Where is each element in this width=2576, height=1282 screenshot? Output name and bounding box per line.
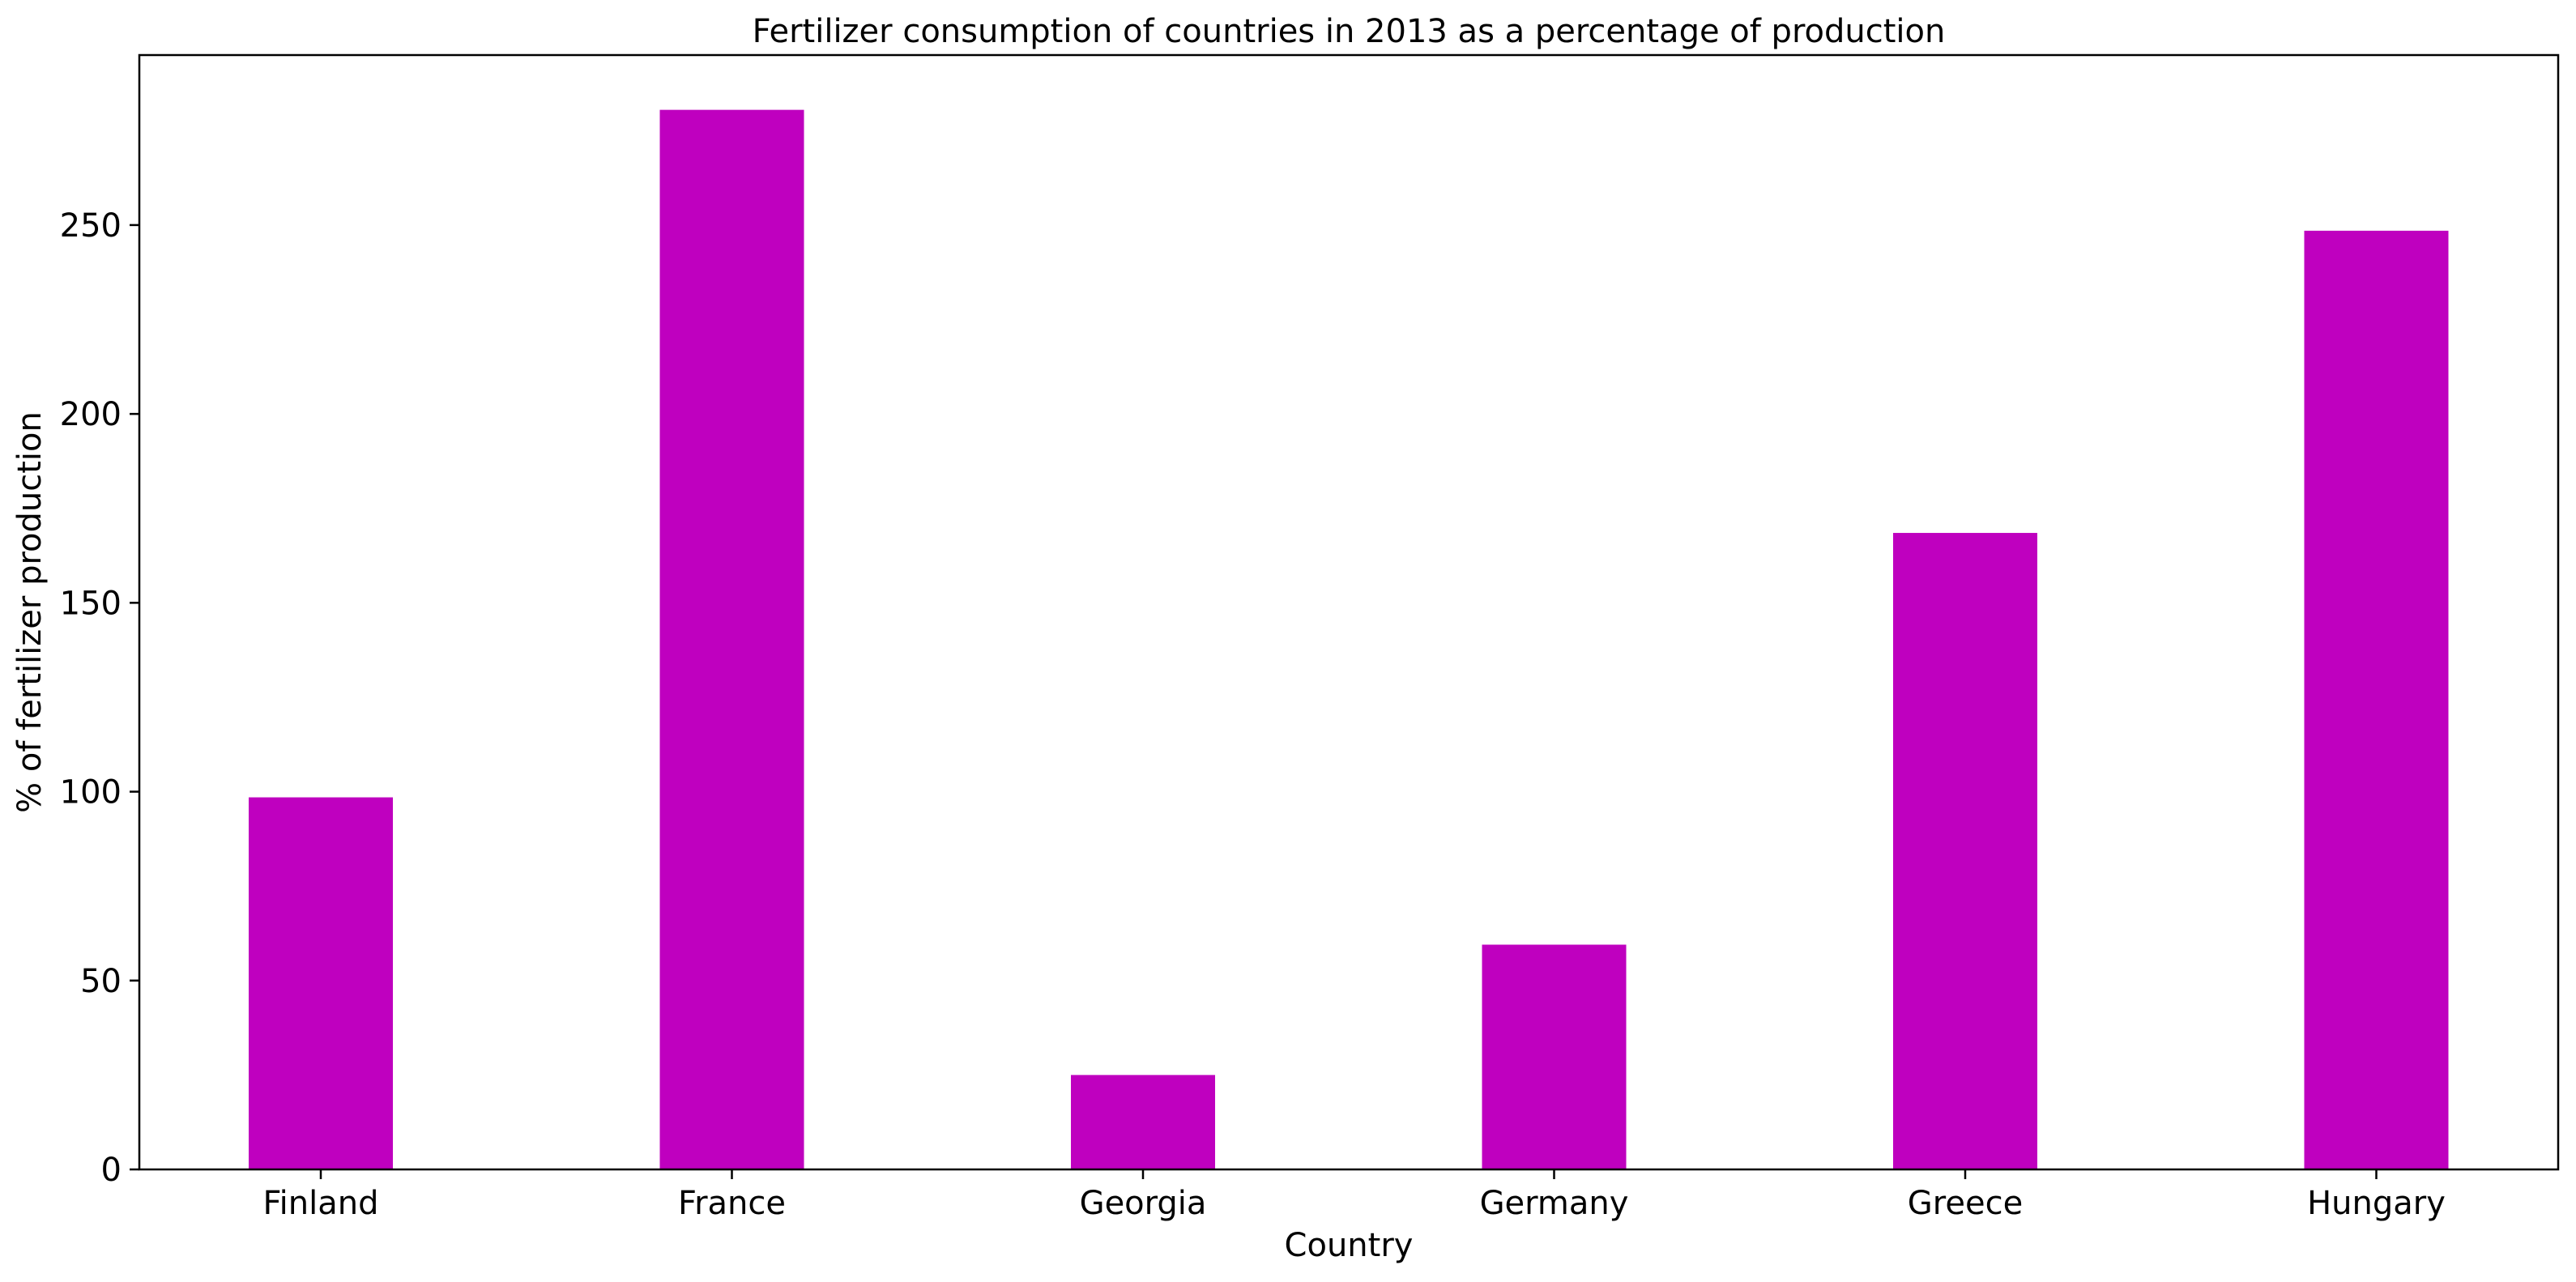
y-tick-label-0: 0 (101, 1152, 122, 1189)
bar-georgia (1071, 1075, 1215, 1169)
x-tick-label-germany: Germany (1480, 1185, 1629, 1222)
bar-hungary (2304, 230, 2449, 1170)
bar-france (659, 109, 804, 1169)
x-tick-label-greece: Greece (1908, 1185, 2023, 1222)
bar-finland (249, 797, 393, 1169)
y-axis: 0 50 100 150 200 250 (60, 207, 139, 1189)
x-tick-label-finland: Finland (263, 1185, 379, 1222)
x-tick-label-georgia: Georgia (1080, 1185, 1207, 1222)
x-tick-label-france: France (678, 1185, 786, 1222)
bars-group (249, 109, 2449, 1170)
y-tick-label-50: 50 (80, 963, 122, 1000)
y-tick-label-100: 100 (60, 774, 122, 811)
y-tick-label-250: 250 (60, 207, 122, 245)
x-axis: Finland France Georgia Germany Greece Hungary (263, 1169, 2446, 1222)
chart-title: Fertilizer consumption of countries in 2… (753, 13, 1946, 50)
bar-greece (1893, 533, 2037, 1169)
plot-frame (138, 53, 2560, 1171)
x-axis-label: Country (1285, 1227, 1414, 1264)
x-tick-label-hungary: Hungary (2307, 1185, 2446, 1222)
y-tick-label-200: 200 (60, 396, 122, 433)
y-tick-label-150: 150 (60, 585, 122, 622)
bar-germany (1482, 944, 1627, 1169)
y-axis-label: % of fertilizer production (11, 411, 49, 813)
